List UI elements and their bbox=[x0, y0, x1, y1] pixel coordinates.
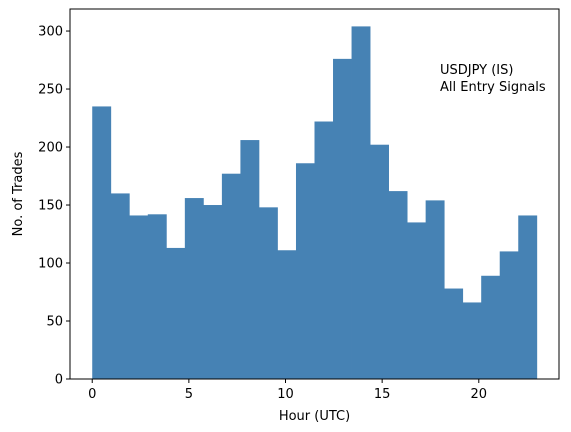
y-axis-ticks: 0 50 100 150 200 250 300 bbox=[38, 25, 70, 388]
histogram-bar bbox=[351, 26, 371, 380]
histogram-bar bbox=[184, 198, 204, 379]
y-tick-label: 100 bbox=[38, 257, 63, 272]
x-tick-label: 5 bbox=[185, 387, 193, 402]
y-axis-label: No. of Trades bbox=[11, 151, 26, 236]
histogram-bar bbox=[129, 215, 149, 379]
bars-group bbox=[92, 26, 538, 380]
x-axis-ticks: 0 5 10 15 20 bbox=[88, 379, 487, 402]
histogram-bar bbox=[92, 106, 112, 380]
histogram-bar bbox=[425, 200, 445, 379]
histogram-bar bbox=[295, 163, 315, 379]
histogram-bar bbox=[147, 214, 167, 379]
histogram-bar bbox=[370, 144, 389, 379]
y-tick-label: 300 bbox=[38, 25, 63, 40]
histogram-bar bbox=[314, 121, 334, 379]
y-tick-label: 50 bbox=[46, 315, 63, 330]
histogram-bar bbox=[481, 275, 501, 379]
histogram-bar bbox=[258, 207, 278, 379]
histogram-bar bbox=[462, 302, 482, 379]
y-tick-label: 200 bbox=[38, 141, 63, 156]
histogram-bar bbox=[110, 193, 130, 379]
histogram-bar bbox=[518, 215, 538, 379]
histogram-bar bbox=[166, 247, 186, 379]
histogram-bar bbox=[444, 288, 464, 379]
x-tick-label: 0 bbox=[88, 387, 96, 402]
y-tick-label: 0 bbox=[55, 373, 63, 388]
histogram-bar bbox=[221, 173, 241, 379]
histogram-bar bbox=[203, 205, 223, 379]
annotation-line-1: USDJPY (IS) bbox=[440, 63, 513, 78]
histogram-bar bbox=[240, 140, 260, 379]
histogram-bar bbox=[333, 58, 352, 380]
x-tick-label: 20 bbox=[471, 387, 488, 402]
histogram-bar bbox=[277, 250, 297, 379]
plot-frame bbox=[69, 8, 560, 380]
x-tick-label: 15 bbox=[374, 387, 391, 402]
y-tick-label: 250 bbox=[38, 83, 63, 98]
annotation-line-2: All Entry Signals bbox=[440, 80, 546, 95]
y-tick-label: 150 bbox=[38, 199, 63, 214]
x-tick-label: 10 bbox=[277, 387, 294, 402]
x-axis-label: Hour (UTC) bbox=[279, 409, 350, 424]
histogram-bar bbox=[407, 222, 427, 379]
histogram-bar bbox=[499, 251, 519, 379]
histogram-bar bbox=[388, 191, 408, 379]
